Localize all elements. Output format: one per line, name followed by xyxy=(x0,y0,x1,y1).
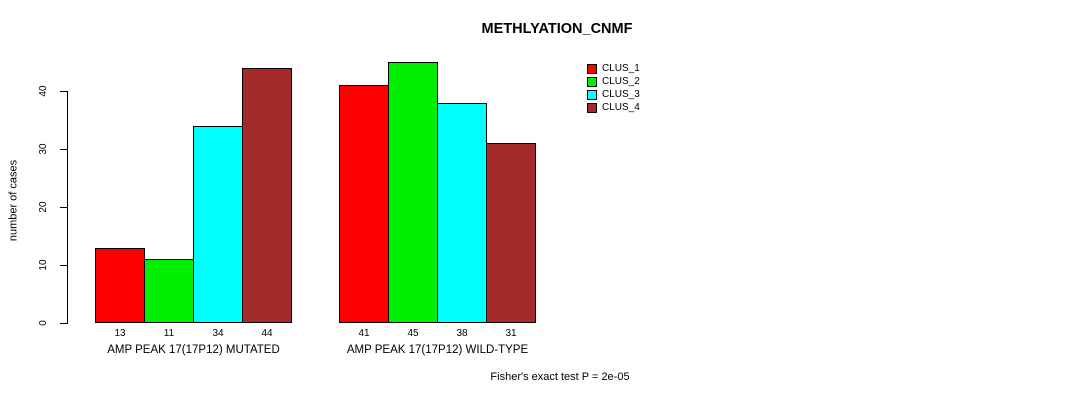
y-tick-label: 0 xyxy=(38,320,49,326)
bar-clus_4-group2 xyxy=(486,143,536,323)
legend-label: CLUS_1 xyxy=(602,63,640,74)
bar-value-label: 31 xyxy=(505,328,517,339)
y-tick-label: 40 xyxy=(38,85,49,97)
bar-clus_1-group2 xyxy=(339,85,389,323)
legend-item: CLUS_4 xyxy=(587,102,640,113)
bar-value-label: 41 xyxy=(358,328,370,339)
legend-label: CLUS_2 xyxy=(602,76,640,87)
legend-swatch xyxy=(587,102,597,113)
y-axis-line xyxy=(67,91,68,324)
legend-item: CLUS_2 xyxy=(587,76,640,87)
y-tick xyxy=(60,265,67,266)
bar-value-label: 34 xyxy=(212,328,224,339)
bar-value-label: 38 xyxy=(456,328,468,339)
legend-label: CLUS_3 xyxy=(602,89,640,100)
y-tick xyxy=(60,91,67,92)
fisher-test-annotation: Fisher's exact test P = 2e-05 xyxy=(490,371,630,383)
bar-clus_4-group1 xyxy=(242,68,292,323)
y-tick xyxy=(60,323,67,324)
y-tick-label: 30 xyxy=(38,143,49,155)
bar-value-label: 44 xyxy=(261,328,273,339)
y-axis-title: number of cases xyxy=(7,159,20,242)
bar-value-label: 11 xyxy=(163,328,175,339)
x-category-label: AMP PEAK 17(17P12) MUTATED xyxy=(107,344,280,356)
bar-clus_3-group2 xyxy=(437,103,487,323)
y-tick xyxy=(60,207,67,208)
legend-label: CLUS_4 xyxy=(602,102,640,113)
bar-value-label: 13 xyxy=(114,328,126,339)
legend-item: CLUS_3 xyxy=(587,89,640,100)
legend-swatch xyxy=(587,76,597,87)
legend-item: CLUS_1 xyxy=(587,63,640,74)
bar-clus_1-group1 xyxy=(95,248,145,323)
legend: CLUS_1 CLUS_2 CLUS_3 CLUS_4 xyxy=(587,63,640,113)
bar-value-label: 45 xyxy=(407,328,419,339)
x-category-label: AMP PEAK 17(17P12) WILD-TYPE xyxy=(346,344,529,356)
legend-swatch xyxy=(587,63,597,74)
y-tick-label: 20 xyxy=(38,201,49,213)
bar-clus_2-group1 xyxy=(144,259,194,323)
bar-clus_3-group1 xyxy=(193,126,243,323)
y-tick-label: 10 xyxy=(38,259,49,271)
y-tick xyxy=(60,149,67,150)
bar-clus_2-group2 xyxy=(388,62,438,323)
chart-title: METHLYATION_CNMF xyxy=(481,21,633,37)
legend-swatch xyxy=(587,89,597,100)
